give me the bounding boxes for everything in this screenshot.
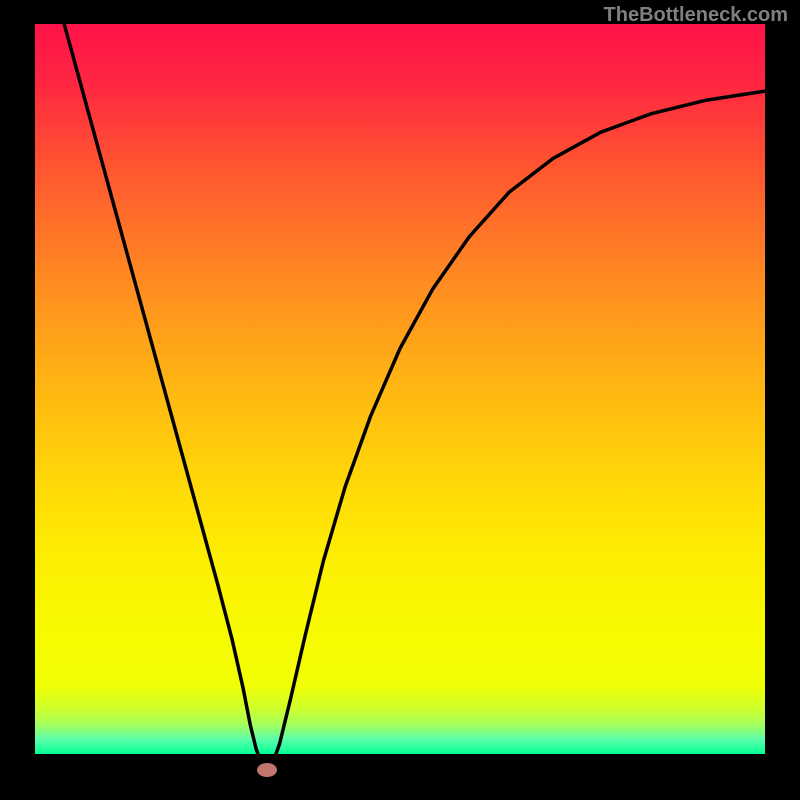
optimum-marker xyxy=(257,763,277,777)
curve-path xyxy=(64,24,765,770)
bottleneck-curve xyxy=(35,24,765,770)
watermark-text: TheBottleneck.com xyxy=(604,4,788,27)
chart-plot-area xyxy=(35,24,765,770)
